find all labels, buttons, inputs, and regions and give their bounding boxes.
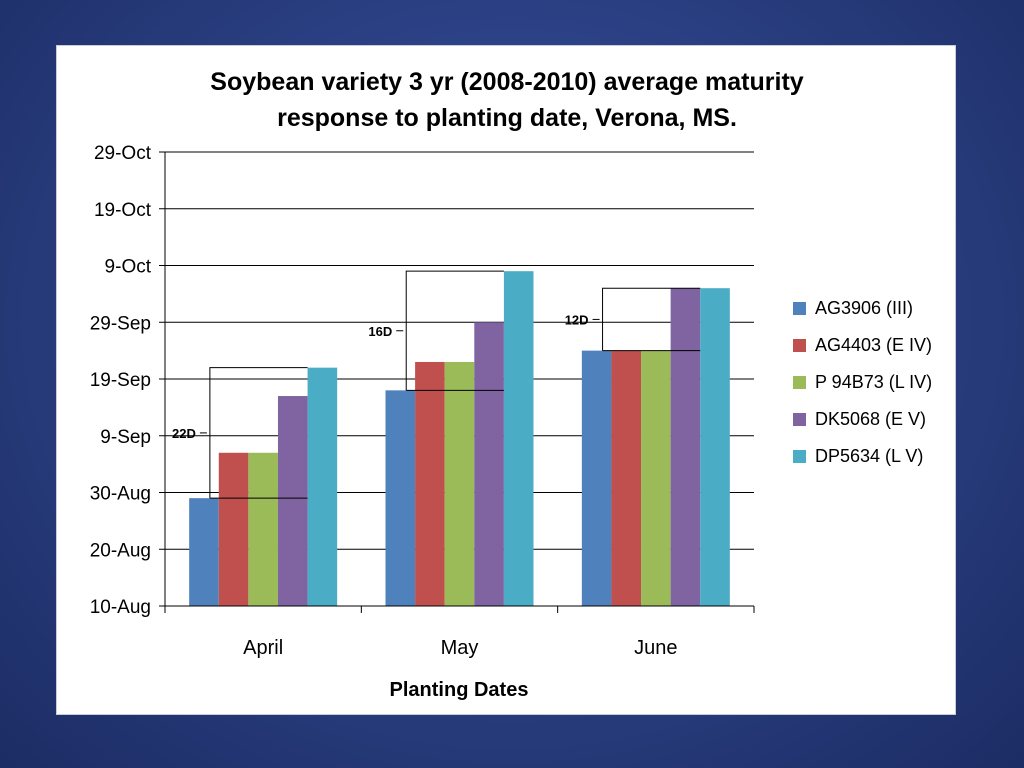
x-category-label: April: [243, 637, 283, 659]
bar-april-series-2: [218, 452, 249, 606]
legend-label: DP5634 (L V): [815, 446, 923, 466]
legend-label: AG4403 (E IV): [815, 335, 932, 355]
y-tick-label: 30-Aug: [90, 484, 151, 505]
axes-layer: 10-Aug 20-Aug 30-Aug 9-Sep 19-Sep 29-Sep 9-Oct…: [90, 143, 755, 659]
chart-svg: 22D 16D 12D 10-Aug 20-Aug 30-Aug 9-Sep 19-Sep 2…: [90, 143, 932, 701]
bar-april-series-4: [277, 396, 308, 606]
x-category-label: June: [634, 637, 677, 659]
bar-april-series-5: [307, 367, 338, 606]
chart-title: Soybean variety 3 yr (2008-2010) average…: [57, 64, 957, 136]
legend-layer: AG3906 (III) AG4403 (E IV) P 94B73 (L IV) D…: [793, 298, 932, 466]
bar-may-series-4: [474, 322, 504, 606]
y-tick-label: 19-Oct: [94, 200, 152, 221]
range-bracket-label: 22D: [172, 426, 196, 441]
y-tick-label: 9-Sep: [100, 427, 151, 448]
legend-item: DK5068 (E V): [793, 409, 926, 429]
bar-june-series-1: [581, 350, 612, 606]
range-bracket-label: 16D: [368, 324, 392, 339]
x-category-label: May: [441, 637, 479, 659]
bar-june-series-2: [611, 350, 642, 606]
bar-may-series-1: [385, 390, 416, 606]
y-tick-label: 29-Sep: [90, 313, 151, 334]
legend-item: P 94B73 (L IV): [793, 372, 932, 392]
bar-june-series-5: [700, 288, 730, 606]
legend-swatch: [793, 413, 806, 426]
y-tick-label: 9-Oct: [105, 257, 152, 278]
range-bracket-label: 12D: [565, 312, 589, 327]
bar-june-series-4: [670, 288, 701, 606]
bar-may-series-2: [415, 361, 445, 606]
chart-title-line-1: Soybean variety 3 yr (2008-2010) average…: [210, 68, 804, 96]
legend-swatch: [793, 339, 806, 352]
legend-swatch: [793, 302, 806, 315]
range-bracket-may: 16D: [368, 270, 504, 391]
y-tick-label: 19-Sep: [90, 370, 151, 391]
annotation-layer: 22D 16D 12D: [172, 270, 701, 499]
legend-swatch: [793, 450, 806, 463]
legend-item: AG4403 (E IV): [793, 335, 932, 355]
slide-panel: Soybean variety 3 yr (2008-2010) average…: [56, 45, 956, 715]
legend-item: DP5634 (L V): [793, 446, 923, 466]
bar-may-series-5: [503, 271, 534, 606]
range-bracket-june: 12D: [565, 287, 701, 352]
y-tick-label: 29-Oct: [94, 143, 152, 164]
bars-layer: [189, 271, 730, 606]
legend-item: AG3906 (III): [793, 298, 913, 318]
legend-swatch: [793, 376, 806, 389]
bar-june-series-3: [641, 350, 671, 606]
y-tick-label: 10-Aug: [90, 597, 151, 618]
legend-label: AG3906 (III): [815, 298, 913, 318]
bar-april-series-3: [248, 452, 278, 606]
chart-title-line-2: response to planting date, Verona, MS.: [277, 104, 737, 132]
range-bracket-april: 22D: [172, 367, 308, 499]
x-axis-title: Planting Dates: [390, 679, 529, 701]
legend-label: DK5068 (E V): [815, 409, 926, 429]
bar-may-series-3: [444, 361, 475, 606]
bar-april-series-1: [189, 498, 219, 606]
y-tick-label: 20-Aug: [90, 540, 151, 561]
legend-label: P 94B73 (L IV): [815, 372, 932, 392]
